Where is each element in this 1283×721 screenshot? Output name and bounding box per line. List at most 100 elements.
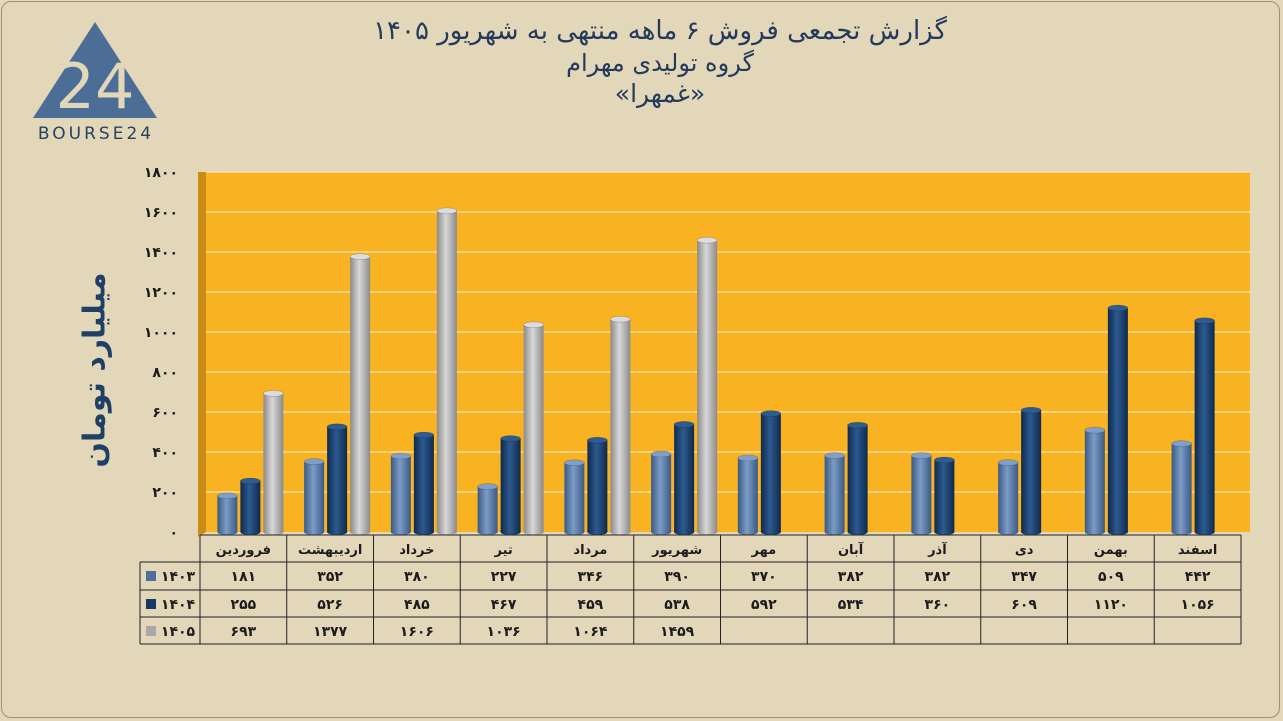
- bar-۱۴۰۴-فروردین: [240, 477, 261, 535]
- logo-mark: 24: [56, 50, 135, 123]
- title-line-1: گزارش تجمعی فروش ۶ ماهه منتهی به شهریور …: [373, 16, 947, 46]
- bar-۱۴۰۵-خرداد: [436, 207, 458, 535]
- legend-swatch-۱۴۰۳: [146, 571, 156, 581]
- y-tick-label: ۰: [169, 525, 178, 541]
- table-cell: ۱۰۵۶: [1181, 597, 1215, 613]
- data-table: فروردین اردیبهشت خرداد تیر مرداد شهریور مهر آبا…: [139, 534, 1242, 645]
- y-tick-label: ۱۲۰۰: [144, 285, 178, 301]
- legend-swatch-۱۴۰۴: [146, 599, 156, 609]
- chart-title: گزارش تجمعی فروش ۶ ماهه منتهی به شهریور …: [300, 14, 1020, 110]
- month-label: شهریور: [651, 543, 702, 558]
- table-cell: ۵۰۹: [1098, 569, 1124, 585]
- bars: [217, 207, 1215, 535]
- month-label: مرداد: [573, 543, 607, 558]
- bar-۱۴۰۴-شهریور: [673, 421, 695, 535]
- bar-۱۴۰۳-فروردین: [217, 492, 238, 535]
- month-label: فروردین: [216, 543, 271, 558]
- logo-text: BOURSE24: [37, 124, 155, 144]
- month-label: بهمن: [1094, 543, 1128, 558]
- bar-۱۴۰۳-تیر: [477, 483, 498, 535]
- table-cell: ۱۰۳۶: [487, 624, 521, 640]
- bourse24-logo: 24: [33, 22, 157, 123]
- table-cell: ۴۶۷: [491, 597, 517, 613]
- month-label: تیر: [493, 543, 512, 558]
- y-tick-label: ۱۴۰۰: [144, 245, 178, 261]
- table-cell: ۱۳۷۷: [313, 624, 348, 640]
- month-label: اسفند: [1178, 543, 1217, 558]
- bar-۱۴۰۵-مرداد: [610, 315, 631, 535]
- bar-۱۴۰۳-مهر: [737, 454, 759, 535]
- table-cell: ۶۹۳: [231, 624, 257, 640]
- bar-۱۴۰۵-شهریور: [696, 236, 718, 535]
- month-label: مهر: [751, 543, 777, 558]
- table-cell: ۱۶۰۶: [400, 624, 434, 640]
- table-cell: ۳۹۰: [664, 569, 690, 585]
- plot-area: [206, 172, 1250, 532]
- bar-۱۴۰۳-شهریور: [650, 450, 672, 535]
- bar-۱۴۰۵-اردیبهشت: [349, 253, 371, 535]
- month-label: آذر: [927, 541, 947, 558]
- table-cell: ۵۳۴: [838, 597, 864, 613]
- title-line-3: «غمهرا»: [614, 79, 706, 108]
- y-tick-label: ۸۰۰: [152, 365, 178, 381]
- bar-۱۴۰۴-مهر: [760, 410, 782, 535]
- bar-۱۴۰۳-اردیبهشت: [303, 458, 325, 535]
- bar-۱۴۰۴-اردیبهشت: [326, 423, 348, 535]
- table-cell: ۳۷۰: [751, 569, 777, 585]
- month-label: دی: [1015, 543, 1034, 558]
- title-line-2: گروه تولیدی مهرام: [566, 49, 754, 77]
- plot-side-wall: [198, 172, 206, 537]
- bar-۱۴۰۴-آبان: [847, 421, 868, 535]
- y-tick-labels: ۰ ۲۰۰ ۴۰۰ ۶۰۰ ۸۰۰ ۱۰۰۰ ۱۲۰۰ ۱۴۰۰ ۱۶۰۰ ۱۸۰۰: [144, 165, 178, 541]
- legend-swatch-۱۴۰۵: [146, 626, 156, 636]
- month-label: اردیبهشت: [298, 543, 362, 558]
- table-cell: ۲۵۵: [231, 597, 257, 613]
- y-tick-label: ۱۸۰۰: [144, 165, 178, 181]
- table-cell: ۳۸۰: [404, 569, 430, 585]
- grid-lines: [206, 171, 1250, 493]
- y-tick-label: ۴۰۰: [152, 445, 178, 461]
- bar-۱۴۰۴-بهمن: [1107, 304, 1129, 535]
- month-label: خرداد: [399, 543, 434, 558]
- table-cell: ۶۰۹: [1011, 597, 1037, 613]
- bar-۱۴۰۳-مرداد: [564, 459, 585, 535]
- bar-۱۴۰۴-دی: [1020, 406, 1042, 535]
- bar-۱۴۰۳-دی: [997, 459, 1019, 535]
- bar-۱۴۰۳-اسفند: [1171, 440, 1192, 535]
- table-cell: ۴۸۵: [404, 597, 430, 613]
- table-cell: ۱۱۲۰: [1094, 597, 1128, 613]
- table-cell: ۱۸۱: [231, 569, 257, 585]
- legend-label-۱۴۰۴: ۱۴۰۴: [161, 597, 196, 613]
- bar-۱۴۰۳-بهمن: [1084, 426, 1106, 535]
- legend-label-۱۴۰۳: ۱۴۰۳: [161, 569, 196, 585]
- bar-۱۴۰۵-فروردین: [263, 390, 284, 535]
- table-cell: ۳۴۶: [578, 569, 604, 585]
- y-tick-label: ۶۰۰: [152, 405, 178, 421]
- y-tick-label: ۱۰۰۰: [144, 325, 178, 341]
- table-cell: ۳۴۷: [1011, 569, 1037, 585]
- bar-۱۴۰۴-خرداد: [413, 431, 435, 535]
- table-cell: ۳۵۲: [317, 569, 343, 585]
- table-cell: ۱۴۵۹: [660, 624, 695, 640]
- table-cell: ۵۲۶: [317, 597, 343, 613]
- table-cell: ۳۸۲: [838, 569, 864, 585]
- table-cell: ۱۰۶۴: [573, 624, 608, 640]
- bar-۱۴۰۳-آذر: [911, 452, 932, 535]
- table-cell: ۳۸۲: [925, 569, 951, 585]
- month-label: آبان: [838, 541, 864, 558]
- bar-۱۴۰۵-تیر: [523, 321, 544, 535]
- table-cell: ۵۳۸: [664, 597, 690, 613]
- table-cell: ۴۵۹: [578, 597, 604, 613]
- table-cell: ۴۴۲: [1185, 569, 1211, 585]
- bar-۱۴۰۳-خرداد: [390, 452, 412, 535]
- table-cell: ۵۹۲: [751, 597, 777, 613]
- table-cell: ۲۲۷: [491, 569, 517, 585]
- bar-۱۴۰۴-آذر: [934, 456, 955, 535]
- y-tick-label: ۲۰۰: [152, 485, 178, 501]
- bar-۱۴۰۴-تیر: [500, 435, 521, 535]
- table-cell: ۳۶۰: [925, 597, 951, 613]
- bar-۱۴۰۳-آبان: [824, 452, 845, 535]
- legend-label-۱۴۰۵: ۱۴۰۵: [161, 624, 196, 640]
